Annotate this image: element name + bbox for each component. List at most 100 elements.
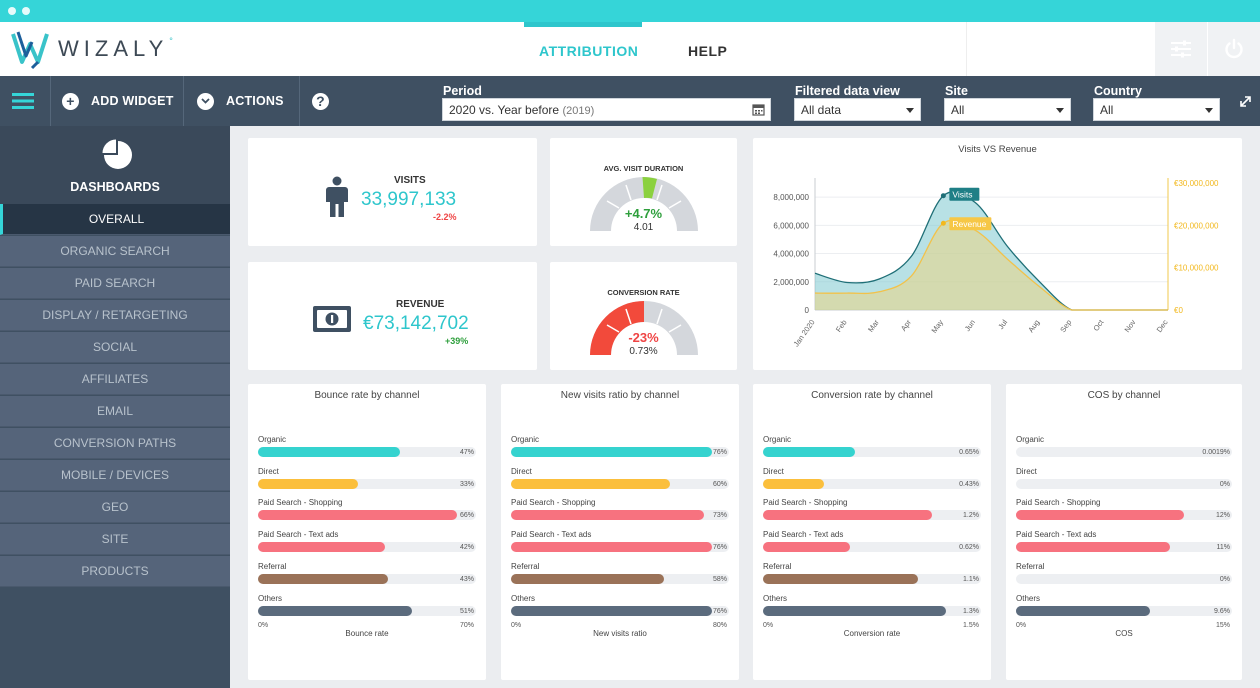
y2-tick-label: €30,000,000 [1174,179,1219,188]
chevron-down-icon [1056,108,1064,113]
bar[interactable] [763,510,933,521]
add-widget-button[interactable]: + ADD WIDGET [62,76,174,126]
bar[interactable] [763,573,919,584]
x-tick-label: Jul [996,318,1009,331]
bar[interactable] [763,478,824,489]
bounce-rate-card[interactable]: Bounce rate by channel Organic 47% Direct 33… [248,384,486,680]
avg-visit-duration-card[interactable]: AVG. VISIT DURATION +4.7% 4.01 [550,138,737,246]
sidebar-item-display-retargeting[interactable]: DISPLAY / RETARGETING [0,300,230,331]
bar-track[interactable] [1016,573,1232,584]
bar-track[interactable] [511,573,729,584]
bar-track[interactable] [511,605,729,616]
bar[interactable] [258,573,388,584]
bar-track[interactable] [763,447,981,457]
bar-track[interactable] [511,542,729,553]
help-button[interactable]: ? [312,76,329,126]
axis-max-label: 1.5% [963,622,979,629]
power-button[interactable] [1208,22,1260,76]
visits-vs-revenue-card[interactable]: Visits VS Revenue 0 2,000,000 4,000,000 6,0… [753,138,1242,370]
bar[interactable] [511,542,712,553]
country-value: All [1100,103,1114,117]
bar-track[interactable] [258,447,476,457]
sidebar-item-conversion-paths[interactable]: CONVERSION PATHS [0,428,230,459]
visits-card[interactable]: VISITS 33,997,133 -2.2% [248,138,537,246]
bar[interactable] [258,542,385,553]
bar[interactable] [511,573,665,584]
sidebar-item-site[interactable]: SITE [0,524,230,555]
sidebar-item-organic-search[interactable]: ORGANIC SEARCH [0,236,230,267]
bar[interactable] [511,447,712,457]
bar[interactable] [763,605,947,616]
bar-track[interactable] [258,510,476,521]
conversion-rate-card[interactable]: CONVERSION RATE -23% 0.73% [550,262,737,370]
bar-track[interactable] [258,542,476,553]
visits-point [940,193,946,199]
divider [183,76,184,126]
bar[interactable] [1016,542,1170,553]
bar[interactable] [511,510,704,521]
sidebar-item-paid-search[interactable]: PAID SEARCH [0,268,230,299]
bar-track[interactable] [511,447,729,457]
bar-track[interactable] [511,478,729,489]
expand-icon[interactable] [1239,95,1252,108]
cos-card[interactable]: COS by channel Organic 0.0019% Direct 0% Paid… [1006,384,1242,680]
site-select[interactable]: All [944,98,1071,121]
calendar-icon[interactable] [752,103,765,116]
bar-track[interactable] [763,605,981,616]
axis-max-label: 70% [459,622,474,629]
data-view-select[interactable]: All data [794,98,921,121]
bar-track[interactable] [1016,510,1232,521]
divider [299,76,300,126]
bar[interactable] [258,447,400,457]
new-visits-ratio-card[interactable]: New visits ratio by channel Organic 76% Dir… [501,384,739,680]
settings-button[interactable] [1155,22,1207,76]
sidebar-item-products[interactable]: PRODUCTS [0,556,230,587]
tab-attribution[interactable]: ATTRIBUTION [539,43,639,59]
bar-track[interactable] [258,573,476,584]
sidebar-item-geo[interactable]: GEO [0,492,230,523]
bar-track[interactable] [258,478,476,489]
bar[interactable] [511,605,712,616]
bar[interactable] [1016,605,1151,616]
sidebar-item-social[interactable]: SOCIAL [0,332,230,363]
bar-track[interactable] [763,510,981,521]
x-tick-label: Nov [1123,318,1138,334]
bar[interactable] [763,542,851,553]
revenue-card[interactable]: REVENUE €73,142,702 +39% [248,262,537,370]
actions-button[interactable]: ACTIONS [197,76,284,126]
bar-track[interactable] [763,478,981,489]
bar[interactable] [258,605,413,616]
window-dot-icon[interactable] [22,7,30,15]
sidebar-item-affiliates[interactable]: AFFILIATES [0,364,230,395]
bar-track[interactable] [1016,605,1232,616]
bar-track[interactable] [511,510,729,521]
bar-track[interactable] [258,605,476,616]
bar-category-label: Paid Search - Shopping [258,498,343,508]
toolbar: + ADD WIDGET ACTIONS ? Period 2020 vs. Y… [0,76,1260,126]
bar[interactable] [763,447,855,457]
sidebar-item-mobile-devices[interactable]: MOBILE / DEVICES [0,460,230,491]
bar-value-label: 0.65% [959,449,979,456]
revenue-callout [949,217,992,231]
bar-track[interactable] [1016,478,1232,489]
conversion-rate-channel-card[interactable]: Conversion rate by channel Organic 0.65% Di… [753,384,991,680]
bar[interactable] [258,510,458,521]
tab-help[interactable]: HELP [688,43,728,59]
bar-track[interactable] [763,542,981,553]
x-tick-label: Apr [899,318,913,333]
period-field[interactable]: 2020 vs. Year before (2019) [442,98,771,121]
bar[interactable] [1016,510,1184,521]
logo[interactable]: WIZALY ° [10,28,173,70]
country-select[interactable]: All [1093,98,1220,121]
bar-track[interactable] [1016,542,1232,553]
sidebar-item-email[interactable]: EMAIL [0,396,230,427]
menu-toggle-button[interactable] [12,76,36,126]
sidebar-item-overall[interactable]: OVERALL [0,204,230,235]
y2-tick-label: €20,000,000 [1174,221,1219,230]
window-dot-icon[interactable] [8,7,16,15]
bar[interactable] [258,478,358,489]
bar[interactable] [511,478,670,489]
period-label: Period [443,84,482,98]
bar-track[interactable] [1016,447,1232,457]
bar-track[interactable] [763,573,981,584]
